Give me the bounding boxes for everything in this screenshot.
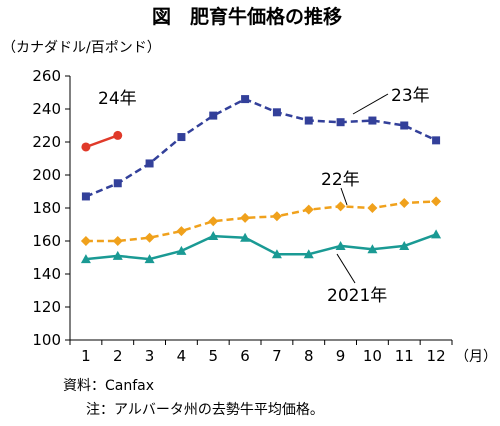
x-tick-label: 11 [395, 347, 414, 365]
leader-line-22 [340, 187, 348, 206]
data-point-square [368, 116, 377, 125]
series-line [85, 97, 437, 198]
data-point-diamond [240, 212, 251, 223]
data-point-triangle [144, 254, 155, 264]
data-point-diamond [367, 203, 378, 213]
x-tick-label: 5 [208, 347, 218, 365]
data-point-triangle [367, 244, 378, 254]
data-point-diamond [144, 232, 155, 243]
y-tick-label: 100 [32, 331, 61, 349]
leader-line-23 [352, 93, 389, 115]
data-point-diamond [80, 236, 91, 246]
x-axis-unit-label: （月） [455, 349, 497, 365]
data-point-triangle [303, 249, 314, 259]
y-tick-label: 120 [32, 298, 61, 316]
data-point-triangle [399, 240, 410, 250]
data-point-circle [113, 130, 123, 140]
data-point-diamond [208, 216, 219, 227]
y-tick-label: 220 [32, 133, 61, 151]
x-tick-label: 1 [81, 347, 91, 365]
x-tick-label: 9 [336, 347, 346, 365]
data-point-triangle [176, 245, 187, 255]
data-point-triangle [208, 231, 219, 241]
leader-line-2021 [336, 253, 356, 284]
x-tick-label: 8 [304, 347, 314, 365]
data-point-square [177, 133, 186, 142]
data-point-circle [81, 142, 91, 152]
data-point-square [145, 159, 154, 168]
series-2021年 [80, 229, 442, 264]
data-point-diamond [431, 196, 442, 207]
series-23年 [81, 95, 441, 201]
x-tick-label: 4 [177, 347, 187, 365]
data-point-triangle [271, 249, 282, 259]
chart-title: 図 肥育牛価格の推移 [152, 5, 342, 28]
data-point-square [304, 116, 313, 125]
y-tick-label: 240 [32, 100, 61, 118]
x-tick-label: 7 [272, 347, 282, 365]
data-point-square [241, 95, 250, 104]
x-tick-label: 6 [240, 347, 250, 365]
data-point-diamond [399, 198, 410, 209]
x-tick-label: 2 [113, 347, 123, 365]
label-23: 23年 [391, 86, 430, 106]
data-point-diamond [176, 226, 187, 237]
data-point-triangle [240, 232, 251, 242]
data-point-square [209, 111, 218, 120]
label-22: 22年 [321, 170, 360, 190]
data-point-triangle [112, 250, 123, 260]
y-tick-label: 160 [32, 232, 61, 250]
data-point-square [113, 179, 122, 188]
data-point-diamond [335, 201, 346, 212]
series-24年 [81, 130, 123, 152]
y-tick-label: 180 [32, 199, 61, 217]
data-point-square [400, 121, 409, 130]
data-point-triangle [335, 240, 346, 250]
series-line [85, 134, 119, 149]
series-22年 [80, 196, 442, 246]
x-tick-label: 3 [145, 347, 155, 365]
data-point-triangle [80, 254, 91, 264]
data-point-square [432, 136, 441, 145]
data-point-triangle [431, 229, 442, 239]
label-24: 24年 [98, 89, 137, 109]
y-tick-label: 200 [32, 166, 61, 184]
data-point-diamond [112, 236, 123, 246]
y-tick-label: 140 [32, 265, 61, 283]
series-line [85, 233, 437, 261]
x-tick-label: 12 [427, 347, 446, 365]
x-tick-label: 10 [363, 347, 382, 365]
series-line [85, 200, 437, 243]
label-2021: 2021年 [327, 286, 387, 306]
data-point-square [81, 192, 90, 201]
y-tick-label: 260 [32, 67, 61, 85]
data-point-square [336, 118, 345, 127]
y-axis-unit-label: （カナダドル/百ポンド） [2, 40, 161, 56]
data-point-square [272, 108, 281, 117]
data-point-diamond [271, 211, 282, 222]
data-point-diamond [303, 204, 314, 215]
